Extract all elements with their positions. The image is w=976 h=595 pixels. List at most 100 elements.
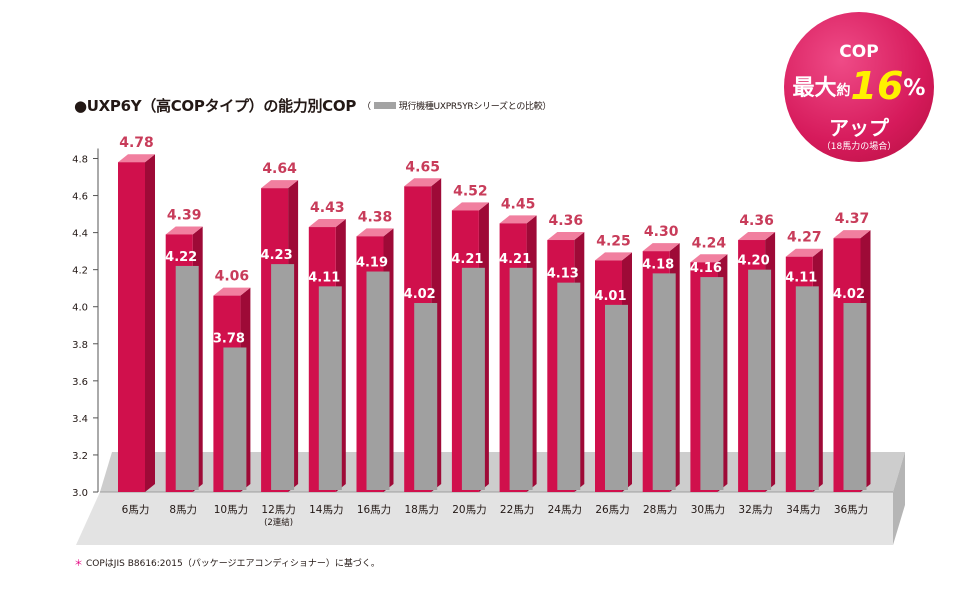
bar-red-value-label: 4.78 bbox=[119, 135, 154, 151]
x-category-label: 22馬力 bbox=[500, 503, 534, 516]
bar-gray bbox=[557, 282, 581, 490]
x-axis-labels: 6馬力 8馬力 10馬力 12馬力(2連結) 14馬力 16馬力 18馬力 20馬力 22馬力 2… bbox=[122, 503, 869, 528]
bar-gray-value-label: 4.11 bbox=[785, 270, 817, 285]
bar-gray bbox=[700, 277, 724, 490]
bar-red-top bbox=[404, 178, 442, 187]
bar-red-top bbox=[738, 232, 776, 241]
legend-open: （ bbox=[362, 102, 371, 112]
x-category-label: 36馬力 bbox=[834, 503, 868, 516]
bar-red-side bbox=[145, 154, 155, 492]
y-tick-label: 4.0 bbox=[72, 303, 88, 314]
footnote-mark: ＊ bbox=[74, 559, 84, 569]
bar-gray-value-label: 4.02 bbox=[833, 287, 865, 302]
bar-red-value-label: 4.24 bbox=[692, 235, 727, 251]
bar-gray bbox=[795, 286, 819, 490]
bar-gray-value-label: 4.11 bbox=[308, 270, 340, 285]
bar-gray bbox=[175, 265, 199, 490]
bar-gray bbox=[843, 303, 867, 490]
bar-red-value-label: 4.64 bbox=[262, 161, 297, 177]
legend-label: 現行機種UXPR5YRシリーズとの比較） bbox=[398, 102, 552, 112]
bar-gray bbox=[461, 267, 485, 490]
x-category-label: 32馬力 bbox=[738, 503, 772, 516]
bar-red-top bbox=[165, 226, 203, 235]
x-category-label: 30馬力 bbox=[691, 503, 725, 516]
chart-title-text: ●UXP6Y（高COPタイプ）の能力別COP bbox=[74, 97, 357, 115]
bar-red-top bbox=[356, 228, 394, 237]
bar-red-value-label: 4.37 bbox=[835, 211, 870, 227]
x-category-note: (2連結) bbox=[264, 517, 293, 528]
bar-red-top bbox=[595, 252, 632, 261]
y-tick-label: 4.8 bbox=[72, 155, 88, 166]
y-tick-label: 3.4 bbox=[72, 414, 88, 425]
y-tick-label: 3.0 bbox=[72, 488, 88, 499]
bar-gray-value-label: 4.02 bbox=[404, 287, 436, 302]
legend: （ 現行機種UXPR5YRシリーズとの比較） bbox=[362, 102, 551, 112]
bar-red-value-label: 4.52 bbox=[453, 183, 488, 199]
bar-gray-value-label: 4.21 bbox=[451, 252, 483, 267]
y-axis: 3.0 3.2 3.4 3.6 3.8 4.0 4.2 4.4 4.6 4.8 bbox=[72, 148, 99, 499]
x-category-label: 18馬力 bbox=[405, 503, 439, 516]
bar-red-top bbox=[833, 230, 871, 239]
bar-red-top bbox=[785, 248, 823, 257]
bar-red-value-label: 4.27 bbox=[787, 230, 822, 246]
y-tick-label: 3.8 bbox=[72, 340, 88, 351]
bars: 4.78 4.39 4.22 4.06 3.78 4.64 4.23 4.43 4.11 4.38… bbox=[118, 135, 871, 493]
x-category-label: 10馬力 bbox=[214, 503, 248, 516]
chart-title: ●UXP6Y（高COPタイプ）の能力別COP （ 現行機種UXPR5YRシリーズとの… bbox=[74, 95, 551, 116]
badge-line2-small: 約 bbox=[836, 83, 851, 99]
bar-gray bbox=[509, 267, 533, 490]
bar-red-top bbox=[118, 154, 155, 163]
footnote-text: COPはJIS B8616:2015（パッケージエアコンディショナー）に基づく。 bbox=[86, 559, 380, 569]
y-tick-label: 4.2 bbox=[72, 266, 88, 277]
bar-red bbox=[118, 162, 145, 492]
floor-front-panel bbox=[76, 492, 893, 545]
bar-red-top bbox=[547, 232, 585, 241]
x-category-label: 26馬力 bbox=[595, 503, 629, 516]
bar-gray bbox=[605, 304, 628, 490]
bar-gray-value-label: 4.21 bbox=[499, 252, 531, 267]
bar-red-value-label: 4.43 bbox=[310, 200, 345, 216]
badge-big-number: 16 bbox=[850, 64, 904, 108]
x-category-label: 6馬力 bbox=[122, 503, 150, 516]
bar-gray bbox=[223, 347, 247, 490]
bar-red-value-label: 4.36 bbox=[739, 213, 774, 229]
bar-gray-value-label: 4.19 bbox=[356, 256, 388, 271]
bar-gray bbox=[652, 273, 676, 490]
y-tick-label: 3.6 bbox=[72, 377, 88, 388]
bar-gray-value-label: 4.22 bbox=[165, 250, 197, 265]
x-category-label: 14馬力 bbox=[309, 503, 343, 516]
x-category-label: 8馬力 bbox=[169, 503, 197, 516]
bar-red-value-label: 4.30 bbox=[644, 224, 679, 240]
cop-badge: COP 最大約16% アップ （18馬力の場合） bbox=[784, 12, 934, 162]
bar-gray bbox=[414, 303, 438, 490]
bar-gray bbox=[271, 264, 295, 490]
badge-line2: 最大約16% bbox=[784, 64, 934, 108]
badge-percent: % bbox=[903, 76, 926, 101]
bar-gray bbox=[748, 269, 772, 490]
y-tick-label: 3.2 bbox=[72, 451, 88, 462]
bar-gray-value-label: 4.13 bbox=[547, 267, 579, 282]
bar-red-top bbox=[642, 243, 680, 252]
bar-red-top bbox=[261, 180, 299, 189]
footnote: ＊ COPはJIS B8616:2015（パッケージエアコンディショナー）に基づく… bbox=[74, 556, 380, 569]
x-category-label: 16馬力 bbox=[357, 503, 391, 516]
bar-red-value-label: 4.06 bbox=[215, 269, 250, 285]
bar-gray-value-label: 4.18 bbox=[642, 257, 674, 272]
x-category-label: 34馬力 bbox=[786, 503, 820, 516]
bar-red-value-label: 4.45 bbox=[501, 196, 536, 212]
bar-red-value-label: 4.39 bbox=[167, 207, 202, 223]
x-category-label: 28馬力 bbox=[643, 503, 677, 516]
bar-red-top bbox=[499, 215, 537, 224]
badge-line3: アップ bbox=[829, 116, 889, 140]
bar-gray-value-label: 3.78 bbox=[213, 331, 245, 346]
bar-red-top bbox=[451, 202, 489, 211]
bar-gray bbox=[366, 271, 390, 490]
bar-gray-value-label: 4.20 bbox=[738, 254, 770, 269]
bar-red-value-label: 4.36 bbox=[549, 213, 584, 229]
bar-red-value-label: 4.65 bbox=[405, 159, 440, 175]
bar-red-top bbox=[308, 219, 346, 228]
x-category-label: 24馬力 bbox=[548, 503, 582, 516]
badge-line1: COP bbox=[839, 42, 879, 62]
x-category-label: 20馬力 bbox=[452, 503, 486, 516]
